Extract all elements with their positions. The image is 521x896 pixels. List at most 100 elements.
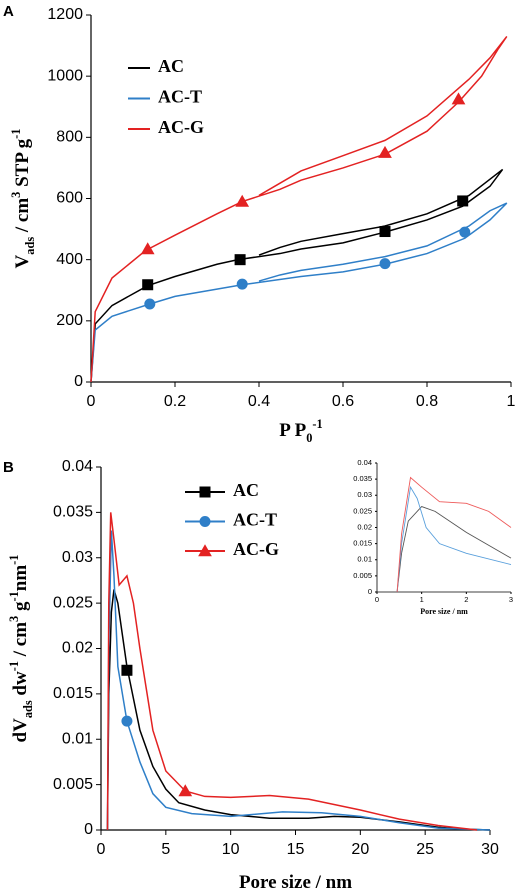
y-tick-label: 0.015	[353, 539, 372, 548]
y-tick-label: 0.01	[62, 730, 93, 747]
legend-label: AC	[158, 56, 184, 76]
y-tick-label: 1200	[47, 6, 83, 23]
x-tick-label: 0.4	[248, 393, 270, 410]
chart: 0 200 400 600 800 1000 1200 0 0.2 0.4 0.6 0.8 1 P P0-…	[3, 3, 516, 445]
y-tick-label: 0	[74, 373, 83, 390]
label-part: -1	[7, 591, 21, 601]
marker	[459, 226, 471, 238]
series-line	[90, 35, 508, 383]
label-part: Pore size / nm	[239, 872, 352, 893]
y-tick-label: 0.015	[53, 685, 93, 702]
label-part: g	[10, 601, 31, 616]
y-tick-label: 0.04	[62, 458, 93, 475]
y-tick-label: 0.025	[53, 594, 93, 611]
label-part: STP g	[12, 138, 33, 191]
x-axis-label: Pore size / nm	[239, 872, 352, 893]
marker	[178, 784, 193, 797]
label-part: -1	[9, 129, 23, 139]
label-part: P P	[279, 420, 306, 441]
marker	[379, 258, 391, 270]
marker	[451, 92, 466, 105]
series-line	[106, 530, 491, 831]
x-tick-label: 30	[481, 841, 499, 858]
y-tick-label: 0.02	[357, 522, 372, 531]
label-part: / cm	[10, 622, 31, 661]
legend-label: AC-G	[158, 117, 204, 137]
inset-background	[343, 459, 521, 614]
x-tick-label: 1	[507, 393, 516, 410]
legend-label: AC-G	[233, 539, 279, 559]
y-tick-label: 800	[56, 129, 83, 146]
panel-label: A	[3, 3, 14, 20]
series-line	[106, 589, 491, 831]
x-axis-label: Pore size / nm	[420, 607, 468, 616]
series-line	[396, 476, 512, 593]
label-part: 3	[7, 616, 21, 622]
label-part: ads	[23, 237, 37, 255]
x-tick-label: 0	[375, 595, 379, 604]
marker	[140, 242, 155, 255]
marker	[142, 279, 154, 291]
legend-marker	[198, 544, 212, 557]
label-part: V	[12, 254, 33, 268]
x-tick-label: 1	[420, 595, 424, 604]
x-tick-label: 0	[97, 841, 106, 858]
x-tick-label: 15	[287, 841, 305, 858]
label-part: 3	[9, 192, 23, 198]
marker	[378, 145, 392, 158]
marker	[236, 278, 248, 290]
x-tick-label: 0	[87, 393, 96, 410]
label-part: ads	[21, 700, 35, 718]
y-axis-label: Vads / cm3 STP g-1	[9, 129, 37, 269]
y-tick-label: 0.03	[62, 549, 93, 566]
x-tick-label: 20	[351, 841, 369, 858]
label-part: dV	[10, 718, 31, 743]
marker	[457, 195, 469, 207]
y-tick-label: 600	[56, 190, 83, 207]
label-part: nm	[10, 565, 31, 592]
chart: 0 0.005 0.01 0.015 0.02 0.025 0.03 0.035 0.04 0 5 1…	[3, 458, 499, 893]
series-line	[106, 512, 478, 831]
y-tick-label: 200	[56, 312, 83, 329]
y-tick-label: 0.03	[357, 490, 372, 499]
y-tick-label: 0	[368, 587, 372, 596]
y-tick-label: 0.005	[353, 571, 372, 580]
label-part: dw	[10, 671, 31, 700]
inset-chart: 0 0.005 0.01 0.015 0.02 0.025 0.03 0.035 0.04 0 1 2…	[343, 458, 521, 616]
marker	[235, 194, 250, 207]
label-part: -1	[7, 555, 21, 565]
x-tick-label: 0.8	[416, 393, 438, 410]
y-tick-label: 0.04	[357, 458, 372, 467]
x-tick-label: 0.6	[332, 393, 354, 410]
y-tick-label: 0.025	[353, 506, 372, 515]
series-line	[90, 168, 504, 383]
x-tick-label: 0.2	[164, 393, 186, 410]
x-axis-label: P P0-1	[279, 417, 322, 445]
x-tick-label: 3	[509, 595, 513, 604]
series-line	[90, 202, 508, 383]
x-tick-label: 10	[222, 841, 240, 858]
legend-label: AC	[233, 480, 259, 500]
series-line	[396, 506, 512, 593]
y-tick-label: 400	[56, 251, 83, 268]
x-tick-label: 5	[161, 841, 170, 858]
y-tick-label: 0.035	[53, 504, 93, 521]
marker	[121, 715, 133, 727]
marker	[379, 226, 391, 238]
label-part: -1	[312, 417, 322, 431]
y-axis-label: dVads dw-1 / cm3 g-1nm-1	[7, 555, 35, 743]
y-tick-label: 0	[84, 821, 93, 838]
series-line	[396, 485, 512, 593]
y-tick-label: 0.005	[53, 776, 93, 793]
marker	[144, 298, 156, 310]
x-tick-label: 25	[416, 841, 434, 858]
y-tick-label: 1000	[47, 67, 83, 84]
panel-label: B	[3, 459, 14, 476]
y-tick-label: 0.01	[357, 555, 372, 564]
y-tick-label: 0.02	[62, 640, 93, 657]
label-part: Pore size / nm	[420, 607, 468, 616]
legend-label: AC-T	[233, 510, 277, 530]
marker	[234, 254, 246, 266]
x-tick-label: 2	[464, 595, 468, 604]
